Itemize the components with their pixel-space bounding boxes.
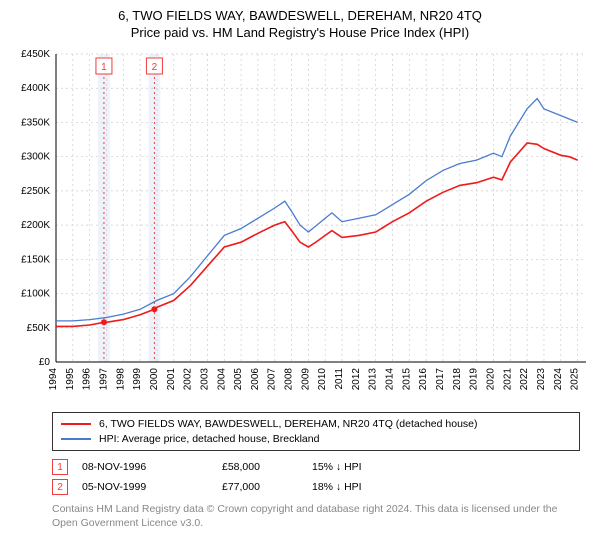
svg-text:2025: 2025 xyxy=(570,367,581,390)
svg-text:2024: 2024 xyxy=(553,367,564,390)
svg-text:£300K: £300K xyxy=(21,152,50,163)
svg-text:2013: 2013 xyxy=(368,367,379,390)
svg-text:2018: 2018 xyxy=(452,367,463,390)
svg-text:2015: 2015 xyxy=(401,367,412,390)
svg-text:1997: 1997 xyxy=(98,367,109,390)
svg-text:1: 1 xyxy=(101,62,107,73)
svg-text:£50K: £50K xyxy=(27,323,51,334)
svg-text:2012: 2012 xyxy=(351,367,362,390)
legend: 6, TWO FIELDS WAY, BAWDESWELL, DEREHAM, … xyxy=(52,412,580,451)
event-marker-box: 1 xyxy=(52,459,68,475)
chart-title: 6, TWO FIELDS WAY, BAWDESWELL, DEREHAM, … xyxy=(8,8,592,25)
legend-label: 6, TWO FIELDS WAY, BAWDESWELL, DEREHAM, … xyxy=(99,417,478,432)
svg-text:1994: 1994 xyxy=(48,367,59,390)
footnote: Contains HM Land Registry data © Crown c… xyxy=(52,503,580,530)
chart-subtitle: Price paid vs. HM Land Registry's House … xyxy=(8,25,592,40)
svg-text:2021: 2021 xyxy=(502,367,513,390)
series-hpi xyxy=(56,98,578,320)
series-price_paid xyxy=(56,143,578,326)
event-date: 08-NOV-1996 xyxy=(82,461,222,473)
legend-swatch xyxy=(61,438,91,440)
line-chart: £0 £50K £100K £150K £200K £250K £300K £350K £400… xyxy=(8,46,592,406)
svg-text:£250K: £250K xyxy=(21,186,50,197)
svg-text:£450K: £450K xyxy=(21,49,50,60)
svg-text:£400K: £400K xyxy=(21,83,50,94)
legend-label: HPI: Average price, detached house, Brec… xyxy=(99,432,319,447)
sale-point xyxy=(151,306,157,312)
chart-area: £0 £50K £100K £150K £200K £250K £300K £350K £400… xyxy=(8,46,592,406)
svg-text:2019: 2019 xyxy=(469,367,480,390)
svg-text:2011: 2011 xyxy=(334,367,345,389)
event-row: 2 05-NOV-1999£77,00018% ↓ HPI xyxy=(52,477,580,497)
sale-point xyxy=(101,319,107,325)
svg-text:2020: 2020 xyxy=(485,367,496,390)
event-price: £58,000 xyxy=(222,461,312,473)
svg-text:2000: 2000 xyxy=(149,367,160,390)
svg-text:2009: 2009 xyxy=(300,367,311,390)
svg-text:1998: 1998 xyxy=(115,367,126,390)
svg-text:2003: 2003 xyxy=(199,367,210,390)
svg-text:£150K: £150K xyxy=(21,254,50,265)
svg-text:2017: 2017 xyxy=(435,367,446,390)
svg-text:£200K: £200K xyxy=(21,220,50,231)
event-price: £77,000 xyxy=(222,481,312,493)
svg-text:2: 2 xyxy=(152,62,158,73)
svg-text:2022: 2022 xyxy=(519,367,530,390)
event-list: 1 08-NOV-1996£58,00015% ↓ HPI 2 05-NOV-1999… xyxy=(52,457,580,497)
legend-item: 6, TWO FIELDS WAY, BAWDESWELL, DEREHAM, … xyxy=(61,417,571,432)
svg-text:2010: 2010 xyxy=(317,367,328,390)
event-date: 05-NOV-1999 xyxy=(82,481,222,493)
svg-text:2016: 2016 xyxy=(418,367,429,390)
svg-text:2023: 2023 xyxy=(536,367,547,390)
event-delta: 15% ↓ HPI xyxy=(312,461,432,473)
svg-text:2007: 2007 xyxy=(267,367,278,390)
svg-text:£100K: £100K xyxy=(21,288,50,299)
svg-text:£350K: £350K xyxy=(21,117,50,128)
svg-text:1999: 1999 xyxy=(132,367,143,390)
legend-item: HPI: Average price, detached house, Brec… xyxy=(61,432,571,447)
svg-text:2005: 2005 xyxy=(233,367,244,390)
event-marker-box: 2 xyxy=(52,479,68,495)
svg-text:2006: 2006 xyxy=(250,367,261,390)
event-delta: 18% ↓ HPI xyxy=(312,481,432,493)
svg-text:1995: 1995 xyxy=(65,367,76,390)
svg-text:2008: 2008 xyxy=(284,367,295,390)
legend-swatch xyxy=(61,423,91,425)
svg-text:2004: 2004 xyxy=(216,367,227,390)
svg-text:2002: 2002 xyxy=(183,367,194,390)
svg-text:£0: £0 xyxy=(39,357,51,368)
svg-text:1996: 1996 xyxy=(82,367,93,390)
svg-text:2001: 2001 xyxy=(166,367,177,390)
event-row: 1 08-NOV-1996£58,00015% ↓ HPI xyxy=(52,457,580,477)
svg-text:2014: 2014 xyxy=(385,367,396,390)
